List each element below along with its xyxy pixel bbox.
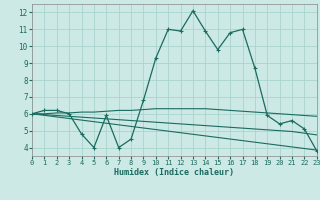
X-axis label: Humidex (Indice chaleur): Humidex (Indice chaleur) <box>115 168 234 177</box>
